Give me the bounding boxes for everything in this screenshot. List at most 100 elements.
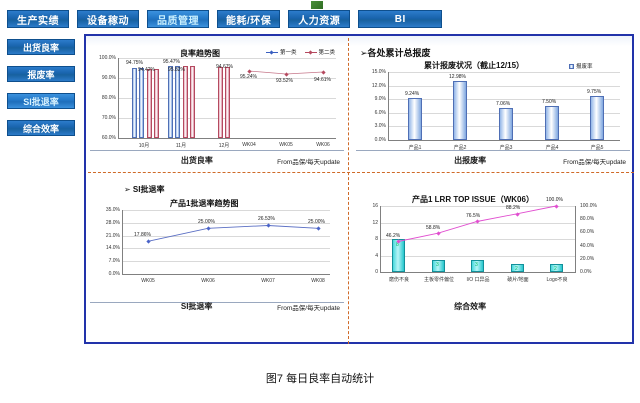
- y2-tick-label: 0.0%: [580, 269, 592, 275]
- data-label: 94.75%: [126, 60, 143, 66]
- x-axis-line: [118, 138, 336, 139]
- x-tick-label: 磨伤不良: [388, 277, 409, 283]
- bar-lrr: [550, 264, 563, 272]
- x-tick-label: 产品4: [545, 145, 559, 151]
- bar-series1: [168, 66, 173, 138]
- legend-label: 第二类: [318, 50, 336, 56]
- chart-title-lrr: 产品1 LRR TOP ISSUE（WK06）: [412, 195, 534, 204]
- bar-value-label: 3: [436, 262, 439, 268]
- y-axis-line: [380, 206, 381, 272]
- y-tick-label: 6.0%: [374, 109, 386, 116]
- x-tick-label: WK05: [279, 142, 293, 148]
- caption-title: SI批退率: [180, 302, 213, 311]
- legend-marker-icon: [304, 51, 317, 53]
- sidebar-item-scrap-rate[interactable]: 报废率: [6, 65, 76, 83]
- top-tab-bar: 生产实绩 设备稼动 品质管理 能耗/环保 人力资源 BI: [6, 8, 634, 30]
- y2-tick-label: 20.0%: [580, 255, 595, 262]
- caption-title: 综合效率: [454, 302, 487, 311]
- bar-value-label: 2: [515, 266, 518, 272]
- sidebar-item-label: 报废率: [27, 69, 55, 80]
- y-tick-label: 28.0%: [105, 219, 120, 226]
- x-tick-label: WK08: [311, 278, 325, 284]
- bar-value-label: 2: [554, 266, 557, 272]
- panel-rule: [90, 150, 344, 151]
- y2-tick-label: 40.0%: [580, 242, 595, 249]
- legend-item-series1: 第一类: [266, 48, 297, 56]
- figure-caption: 图7 每日良率自动统计: [265, 373, 375, 385]
- tab-label: 品质管理: [157, 15, 199, 27]
- gridline: [122, 235, 330, 237]
- bar-lrr: [432, 260, 445, 272]
- tab-label: BI: [394, 13, 406, 25]
- caption-source: From品保/每天update: [277, 304, 340, 312]
- data-label: 26.53%: [258, 216, 275, 222]
- vertical-divider: [348, 38, 349, 344]
- bar-series1: [175, 66, 180, 138]
- horizontal-divider: [88, 172, 634, 173]
- sidebar-item-si-reject-rate[interactable]: SI批退率: [6, 92, 76, 110]
- x-tick-label: 破片/地面: [507, 277, 529, 283]
- data-label: 94.67%: [216, 64, 233, 70]
- tab-hr[interactable]: 人力资源: [287, 9, 352, 29]
- x-axis-line: [122, 274, 330, 275]
- tab-bi[interactable]: BI: [357, 9, 444, 29]
- bar-series1: [132, 68, 137, 138]
- y-axis-line: [122, 210, 123, 274]
- x-tick-label: 11月: [175, 143, 187, 149]
- tab-production[interactable]: 生产实绩: [6, 9, 70, 29]
- tab-energy[interactable]: 能耗/环保: [216, 9, 282, 29]
- data-label: 25.00%: [198, 219, 215, 225]
- y-tick-label: 70.0%: [101, 115, 116, 121]
- cumulative-label: 46.2%: [386, 233, 401, 239]
- plot-area-yield: 60.0% 70.0% 80.0% 90.0% 100.0% 94.75% 94…: [99, 55, 336, 149]
- tab-equipment[interactable]: 设备稼动: [76, 9, 140, 29]
- sidebar-item-overall-efficiency[interactable]: 综合效率: [6, 119, 76, 137]
- chart-title-scrap: 累计报废状况（截止12/15）: [424, 61, 525, 70]
- x-tick-label: 10月: [138, 143, 150, 149]
- plot-area-lrr: 0 4 8 12 16 0.0% 20.0% 40.0% 60.0% 80.0%…: [372, 197, 597, 283]
- gridline: [388, 99, 620, 101]
- x-axis-line: [388, 140, 620, 141]
- x-tick-label: Logo不良: [546, 277, 568, 283]
- y2-tick-label: 60.0%: [580, 229, 595, 236]
- tab-label: 人力资源: [298, 15, 341, 27]
- cumulative-label: 100.0%: [546, 197, 563, 203]
- legend-item-scrap: 报废率: [569, 62, 593, 70]
- y-tick-label: 0.0%: [374, 137, 386, 143]
- tab-quality[interactable]: 品质管理: [146, 9, 210, 29]
- bar-series2: [190, 66, 195, 138]
- x-tick-label: 产品2: [453, 145, 467, 151]
- y-tick-label: 80.0%: [101, 95, 116, 101]
- x-tick-label: WK05: [141, 278, 155, 284]
- bar-series2: [218, 67, 223, 138]
- caption-title: 出报废率: [454, 156, 487, 165]
- panel-rule: [90, 302, 344, 303]
- gridline: [380, 206, 576, 207]
- panel-overall-efficiency: 产品1 LRR TOP ISSUE（WK06） 0 4 8 12 16 0.0%…: [354, 178, 632, 328]
- sidebar-item-label: SI批退率: [23, 96, 59, 107]
- legend-scrap: 报废率: [569, 62, 593, 70]
- x-tick-label: 产品5: [590, 145, 604, 151]
- data-label: 25.00%: [308, 219, 325, 225]
- bar-value-label: 8: [396, 242, 399, 248]
- y-tick-label: 90.0%: [101, 75, 116, 81]
- y-axis-line: [388, 72, 389, 140]
- panel-si-reject: ➢ SI批退率 产品1批退率趋势图 0.0% 7.0% 14.0% 21.0% …: [88, 178, 346, 328]
- gridline: [122, 261, 330, 263]
- data-label: 7.50%: [542, 99, 557, 105]
- y-tick-label: 12: [372, 219, 378, 226]
- caption-source: From品保/每天update: [563, 158, 626, 166]
- chart-title-yield: 良率趋势图: [180, 49, 220, 58]
- cumulative-label: 88.2%: [506, 205, 521, 211]
- x-tick-label: 产品3: [499, 145, 513, 151]
- y-axis-line: [118, 58, 119, 138]
- y-tick-label: 12.0%: [371, 82, 386, 89]
- bar-lrr: [471, 260, 484, 272]
- sidebar-item-shipping-yield[interactable]: 出货良率: [6, 38, 76, 56]
- y-tick-label: 15.0%: [371, 69, 386, 75]
- x-axis-line: [380, 272, 576, 273]
- legend-swatch-icon: [569, 63, 574, 69]
- trend-line-si: [147, 225, 319, 242]
- gridline: [122, 248, 330, 250]
- plot-area-scrap: 0.0% 3.0% 6.0% 9.0% 12.0% 15.0% 9.24% 12…: [372, 69, 620, 151]
